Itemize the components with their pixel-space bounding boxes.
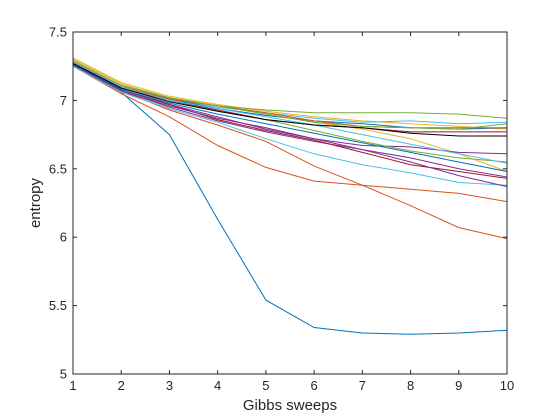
- x-tick-label: 3: [166, 378, 173, 393]
- x-tick-label: 4: [214, 378, 221, 393]
- y-tick-label: 7: [60, 93, 67, 108]
- series-line-9: [72, 63, 508, 163]
- x-axis-label: Gibbs sweeps: [243, 397, 337, 414]
- x-tick-label: 6: [310, 378, 317, 393]
- x-tick-label: 1: [69, 378, 76, 393]
- x-tick-label: 7: [359, 378, 366, 393]
- series-line-11: [72, 65, 508, 186]
- series-line-19: [72, 61, 508, 164]
- series-line-16: [72, 63, 507, 129]
- series-line-20: [72, 63, 507, 137]
- y-tick-label: 7.5: [49, 25, 67, 40]
- x-tick-label: 5: [262, 378, 269, 393]
- x-tick-label: 9: [455, 378, 462, 393]
- series-line-15: [72, 64, 508, 172]
- y-tick-label: 5: [60, 367, 67, 382]
- x-tick-label: 10: [500, 378, 514, 393]
- x-tick-label: 2: [118, 378, 125, 393]
- series-line-6: [72, 65, 508, 155]
- series-line-12: [72, 64, 508, 179]
- series-line-5: [72, 57, 508, 130]
- x-tick-label: 8: [407, 378, 414, 393]
- series-line-2: [72, 65, 508, 203]
- y-axis-label: entropy: [27, 177, 44, 228]
- y-tick-label: 6: [60, 230, 67, 245]
- y-tick-label: 6.5: [49, 161, 67, 176]
- y-tick-label: 5.5: [49, 298, 67, 313]
- plot-frame: [72, 31, 508, 375]
- series-line-7: [72, 64, 508, 178]
- series-line-18: [72, 60, 508, 130]
- series-layer: [72, 57, 508, 335]
- ticks-layer: 1 2 3 4 5 6 7 8 9 10 5 5.5 6 6.5 7 7.5: [49, 25, 514, 394]
- series-line-1: [72, 64, 508, 335]
- series-line-17: [72, 64, 508, 188]
